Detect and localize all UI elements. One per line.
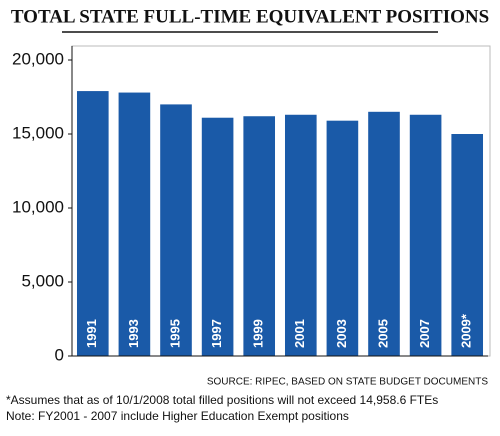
bar bbox=[368, 111, 400, 356]
y-tick-label: 0 bbox=[55, 345, 64, 364]
x-tick-label: 1997 bbox=[209, 319, 224, 348]
bar bbox=[160, 104, 192, 357]
y-tick-label: 20,000 bbox=[12, 49, 64, 68]
x-tick-label: 1995 bbox=[167, 319, 182, 348]
bar bbox=[409, 114, 442, 356]
bar bbox=[201, 117, 234, 356]
chart-title: TOTAL STATE FULL-TIME EQUIVALENT POSITIO… bbox=[11, 6, 489, 27]
y-tick-label: 10,000 bbox=[12, 197, 64, 216]
x-tick-label: 2001 bbox=[292, 319, 307, 348]
bar bbox=[118, 92, 151, 356]
x-tick-label: 1999 bbox=[251, 319, 266, 348]
x-tick-label: 1993 bbox=[126, 319, 141, 348]
bar bbox=[76, 91, 109, 356]
bar bbox=[326, 120, 359, 357]
footnote: Note: FY2001 - 2007 include Higher Educa… bbox=[6, 409, 349, 423]
footnote: *Assumes that as of 10/1/2008 total fill… bbox=[6, 393, 438, 407]
y-tick-label: 5,000 bbox=[21, 271, 64, 290]
x-tick-label: 2009* bbox=[459, 313, 474, 348]
bar bbox=[243, 116, 276, 357]
source: SOURCE: RIPEC, BASED ON STATE BUDGET DOC… bbox=[207, 377, 488, 388]
y-tick-label: 15,000 bbox=[12, 123, 64, 142]
bar bbox=[284, 114, 317, 356]
x-tick-label: 2005 bbox=[375, 319, 390, 348]
x-tick-label: 2003 bbox=[334, 319, 349, 348]
x-tick-label: 2007 bbox=[417, 319, 432, 348]
x-tick-label: 1991 bbox=[84, 319, 99, 348]
bar bbox=[451, 134, 484, 356]
